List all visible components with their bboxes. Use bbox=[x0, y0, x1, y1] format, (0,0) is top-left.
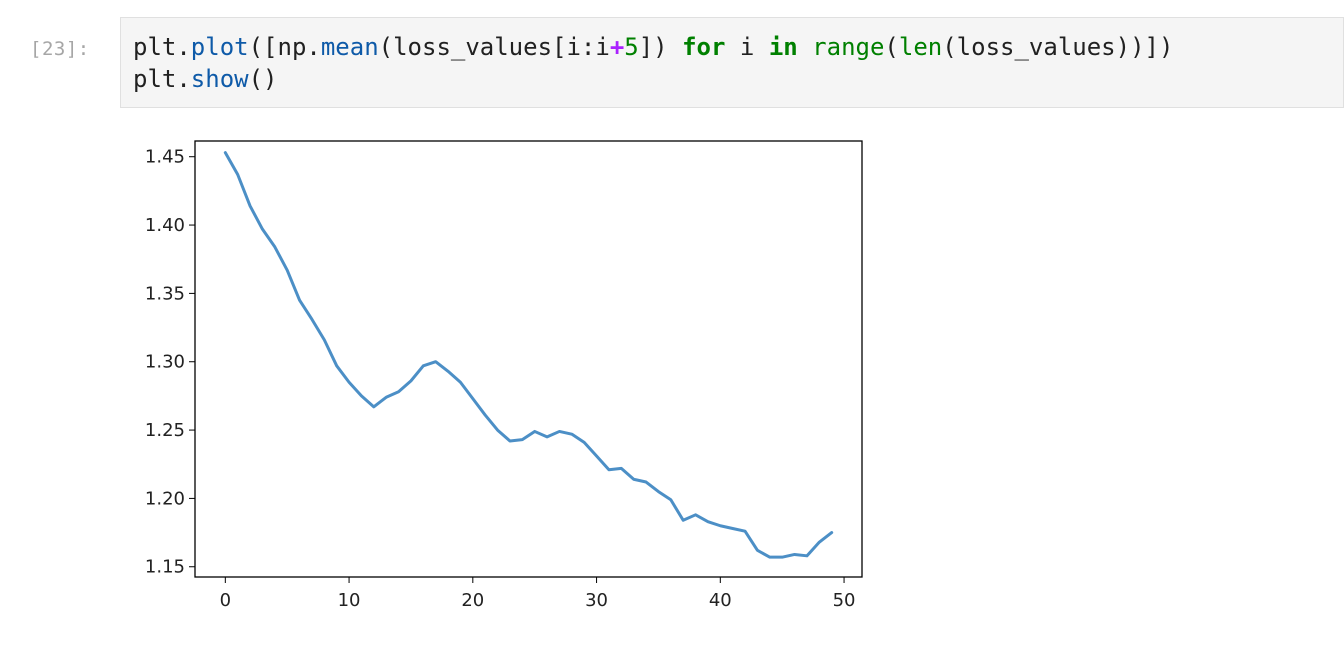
data-point bbox=[485, 414, 486, 415]
code-token: ( bbox=[884, 33, 899, 61]
loss-line-chart: 0 10 20 30 40 50 1.15 1.20 1.25 1.30 1.35 1.40 1.45 bbox=[145, 140, 863, 611]
code-token: (loss_values))]) bbox=[942, 33, 1174, 61]
data-point bbox=[683, 520, 684, 521]
data-point bbox=[398, 391, 399, 392]
code-token: plot bbox=[190, 33, 249, 61]
code-line: plt.show() bbox=[133, 63, 1173, 95]
data-point bbox=[497, 429, 498, 430]
y-tick-label: 1.45 bbox=[145, 147, 185, 168]
data-point bbox=[819, 542, 820, 543]
x-tick-label: 0 bbox=[220, 590, 231, 611]
data-point bbox=[447, 371, 448, 372]
y-tick-label: 1.30 bbox=[145, 352, 185, 373]
data-point bbox=[546, 436, 547, 437]
y-tick-label: 1.15 bbox=[145, 557, 185, 578]
y-tick-label: 1.35 bbox=[145, 283, 185, 304]
data-point bbox=[225, 152, 226, 153]
data-point bbox=[596, 455, 597, 456]
code-token: plt. bbox=[133, 65, 191, 93]
code-token: len bbox=[898, 33, 943, 61]
data-point bbox=[608, 469, 609, 470]
data-point bbox=[423, 365, 424, 366]
y-tick-label: 1.25 bbox=[145, 420, 185, 441]
data-point bbox=[435, 361, 436, 362]
plot-frame bbox=[194, 140, 863, 578]
code-token: ]) bbox=[638, 33, 683, 61]
data-point bbox=[806, 555, 807, 556]
data-point bbox=[695, 514, 696, 515]
y-tick-label: 1.20 bbox=[145, 488, 185, 509]
code-token: show bbox=[190, 65, 249, 93]
data-point bbox=[386, 397, 387, 398]
data-point bbox=[336, 365, 337, 366]
x-tick-label: 50 bbox=[833, 590, 856, 611]
code-token: mean bbox=[320, 33, 379, 61]
data-point bbox=[324, 339, 325, 340]
data-point bbox=[633, 479, 634, 480]
data-point bbox=[237, 174, 238, 175]
data-point bbox=[621, 468, 622, 469]
data-point bbox=[274, 246, 275, 247]
y-tick-label: 1.40 bbox=[145, 215, 185, 236]
data-point bbox=[262, 229, 263, 230]
code-token bbox=[798, 33, 812, 61]
code-editor[interactable]: plt.plot([np.mean(loss_values[i:i+5]) fo… bbox=[133, 31, 1173, 95]
data-point bbox=[361, 395, 362, 396]
cell-prompt: [23]: bbox=[30, 38, 90, 60]
code-token: (loss_values[i:i bbox=[378, 33, 610, 61]
data-point bbox=[757, 550, 758, 551]
data-point bbox=[522, 439, 523, 440]
code-token: ([np. bbox=[248, 33, 321, 61]
data-point bbox=[831, 532, 832, 533]
data-point bbox=[410, 380, 411, 381]
data-point bbox=[720, 525, 721, 526]
data-point bbox=[311, 319, 312, 320]
code-line: plt.plot([np.mean(loss_values[i:i+5]) fo… bbox=[133, 31, 1173, 63]
code-token: + bbox=[609, 33, 625, 61]
data-point bbox=[769, 557, 770, 558]
data-point bbox=[732, 528, 733, 529]
x-tick-label: 40 bbox=[709, 590, 732, 611]
code-token: for bbox=[682, 33, 726, 61]
data-point bbox=[584, 442, 585, 443]
code-token: i bbox=[725, 33, 769, 61]
code-token: () bbox=[248, 65, 278, 93]
x-tick-label: 30 bbox=[585, 590, 608, 611]
data-point bbox=[472, 398, 473, 399]
data-point bbox=[249, 205, 250, 206]
code-token: range bbox=[812, 33, 885, 61]
data-point bbox=[460, 382, 461, 383]
code-token: plt. bbox=[133, 33, 191, 61]
data-point bbox=[670, 499, 671, 500]
data-point bbox=[534, 431, 535, 432]
data-point bbox=[373, 406, 374, 407]
data-point bbox=[348, 382, 349, 383]
data-point bbox=[658, 491, 659, 492]
data-point bbox=[287, 270, 288, 271]
data-point bbox=[645, 481, 646, 482]
x-tick-label: 20 bbox=[461, 590, 484, 611]
loss-series-line bbox=[223, 151, 834, 559]
data-point bbox=[571, 434, 572, 435]
data-point bbox=[707, 521, 708, 522]
code-token: 5 bbox=[624, 33, 639, 61]
code-token: in bbox=[768, 33, 798, 61]
cell-output: 0 10 20 30 40 50 1.15 1.20 1.25 1.30 1.35 1.40 1.45 bbox=[120, 120, 900, 640]
data-point bbox=[744, 531, 745, 532]
code-input-cell[interactable]: plt.plot([np.mean(loss_values[i:i+5]) fo… bbox=[120, 17, 1344, 108]
data-point bbox=[794, 554, 795, 555]
data-point bbox=[559, 431, 560, 432]
data-point bbox=[782, 557, 783, 558]
x-tick-label: 10 bbox=[338, 590, 361, 611]
data-point bbox=[509, 440, 510, 441]
data-point bbox=[299, 300, 300, 301]
